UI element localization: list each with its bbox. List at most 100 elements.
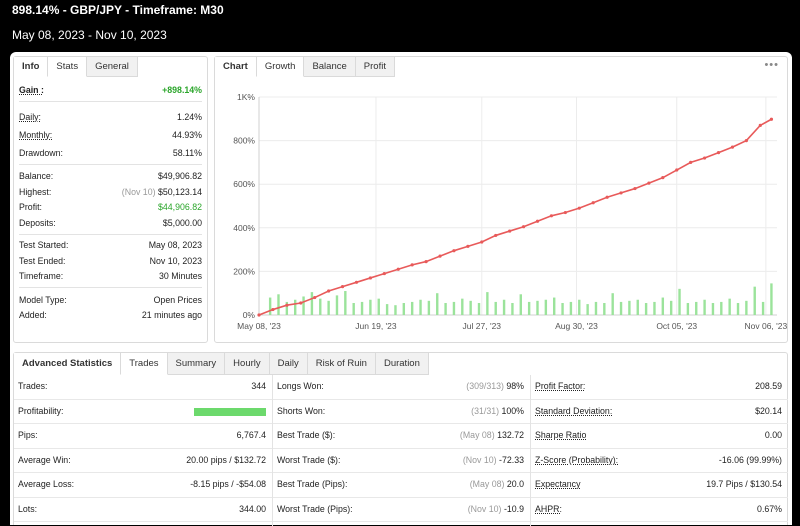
tab-hourly[interactable]: Hourly [225, 353, 270, 375]
profit-bar [444, 303, 447, 315]
stat-label[interactable]: Expectancy [535, 479, 581, 489]
stat-note: (Nov 10) [467, 503, 502, 514]
tab-summary[interactable]: Summary [167, 353, 226, 375]
divider [19, 234, 202, 235]
tab-info[interactable]: Info [14, 57, 49, 77]
profit-bar [536, 300, 539, 315]
growth-point [549, 214, 554, 218]
profit-bar [578, 299, 581, 315]
stat-label: Longs Won: [277, 381, 324, 391]
tab-profit[interactable]: Profit [355, 57, 395, 77]
growth-point [689, 160, 693, 164]
stat-label: Worst Trade (Pips): [277, 503, 353, 514]
growth-point [410, 263, 414, 267]
growth-point [535, 219, 540, 223]
balance-row: Balance: $49,906.82 [19, 171, 202, 185]
stat-label[interactable]: Z-Score (Probability): [535, 454, 619, 465]
stat-label[interactable]: Standard Deviation: [535, 405, 613, 416]
profit-bar [669, 300, 673, 315]
profit-bar [452, 301, 456, 315]
profit-bar [761, 301, 765, 315]
added-value: 21 minutes ago [141, 310, 202, 320]
growth-point [647, 181, 651, 185]
stat-average-loss: Average Loss: -8.15 pips / -$54.08 [14, 473, 272, 498]
profit-bar [561, 303, 564, 315]
report-date-range: May 08, 2023 - Nov 10, 2023 [12, 28, 167, 42]
y-tick-label: 600% [233, 179, 255, 189]
growth-point [563, 210, 567, 215]
gain-row: Gain : +898.14% [19, 85, 202, 99]
stat-label: Profitability: [18, 405, 64, 416]
model-type-label: Model Type: [19, 295, 67, 305]
chart-menu-icon[interactable]: ••• [764, 59, 779, 71]
growth-point [271, 307, 275, 312]
stat-value: 132.72 [497, 430, 524, 440]
daily-label[interactable]: Daily: [19, 112, 41, 122]
y-tick-label: 0% [243, 310, 256, 320]
profit-bar [268, 297, 272, 315]
y-tick-label: 200% [233, 266, 255, 276]
monthly-label[interactable]: Monthly: [19, 130, 53, 140]
stat-note: (May 08) [459, 430, 495, 440]
stat-best-trade-usd: Best Trade ($): (May 08) 132.72 [273, 424, 530, 449]
stat-value: -16.06 (99.99%) [718, 454, 782, 465]
profit-bar [469, 300, 472, 315]
tab-stats[interactable]: Stats [48, 57, 88, 77]
tab-trades[interactable]: Trades [121, 353, 168, 375]
stat-value: 20.0 [506, 479, 524, 489]
stats-column-2: Longs Won: (309/313) 98% Shorts Won: (31/3… [273, 375, 530, 526]
profit-bar [436, 293, 439, 315]
stat-value: 344.00 [239, 503, 266, 514]
column-divider [530, 375, 531, 526]
drawdown-label: Drawdown: [19, 148, 64, 158]
x-tick-label: Jun 19, '23 [355, 321, 397, 331]
profit-bar [745, 300, 748, 315]
y-tick-label: 400% [233, 223, 255, 233]
profit-label: Profit: [19, 202, 42, 212]
profit-bar [770, 283, 773, 315]
tab-advanced-statistics[interactable]: Advanced Statistics [14, 353, 122, 375]
profit-bar [544, 299, 548, 315]
tab-chart[interactable]: Chart [215, 57, 257, 77]
divider [19, 101, 202, 102]
stat-label[interactable]: Sharpe Ratio [535, 430, 587, 440]
highest-row: Highest: (Nov 10) $50,123.14 [19, 187, 202, 201]
tab-risk-of-ruin[interactable]: Risk of Ruin [307, 353, 376, 375]
tab-general[interactable]: General [87, 57, 138, 77]
profit-bar [678, 288, 681, 315]
gain-label[interactable]: Gain : [19, 85, 44, 95]
stat-value: 19.7 Pips / $130.54 [706, 479, 782, 489]
balance-value: $49,906.82 [157, 171, 202, 181]
stat-note: (Nov 10) [462, 454, 497, 465]
growth-point [619, 191, 623, 195]
profit-bar [711, 303, 715, 315]
stat-value: $20.14 [755, 405, 782, 416]
column-divider [272, 375, 273, 526]
profit-value: $44,906.82 [157, 202, 202, 212]
growth-point [299, 301, 303, 305]
profit-bar [569, 301, 573, 315]
x-tick-label: May 08, '23 [237, 321, 281, 331]
profit-bar [736, 303, 740, 315]
tab-balance[interactable]: Balance [304, 57, 356, 77]
stats-tabs: Advanced Statistics Trades Summary Hourl… [14, 353, 429, 375]
stat-label: Average Loss: [18, 479, 75, 489]
growth-point [382, 271, 386, 276]
profit-bar [502, 299, 506, 315]
stat-value: 98% [506, 381, 524, 391]
info-box: Info Stats General Gain : +898.14% Daily… [13, 56, 208, 343]
growth-point [758, 123, 762, 127]
growth-point [494, 233, 498, 238]
stat-label: Pips: [18, 430, 38, 440]
profit-bar [352, 303, 355, 315]
stat-label[interactable]: AHPR: [535, 503, 562, 514]
stat-label[interactable]: Profit Factor: [535, 381, 586, 391]
profit-bar [628, 300, 631, 315]
profit-bar [385, 304, 389, 315]
tab-duration[interactable]: Duration [375, 353, 429, 375]
profit-bar [594, 301, 598, 315]
tab-daily[interactable]: Daily [269, 353, 308, 375]
tab-growth[interactable]: Growth [256, 57, 305, 77]
divider [19, 164, 202, 165]
stat-value: 100% [501, 405, 525, 416]
